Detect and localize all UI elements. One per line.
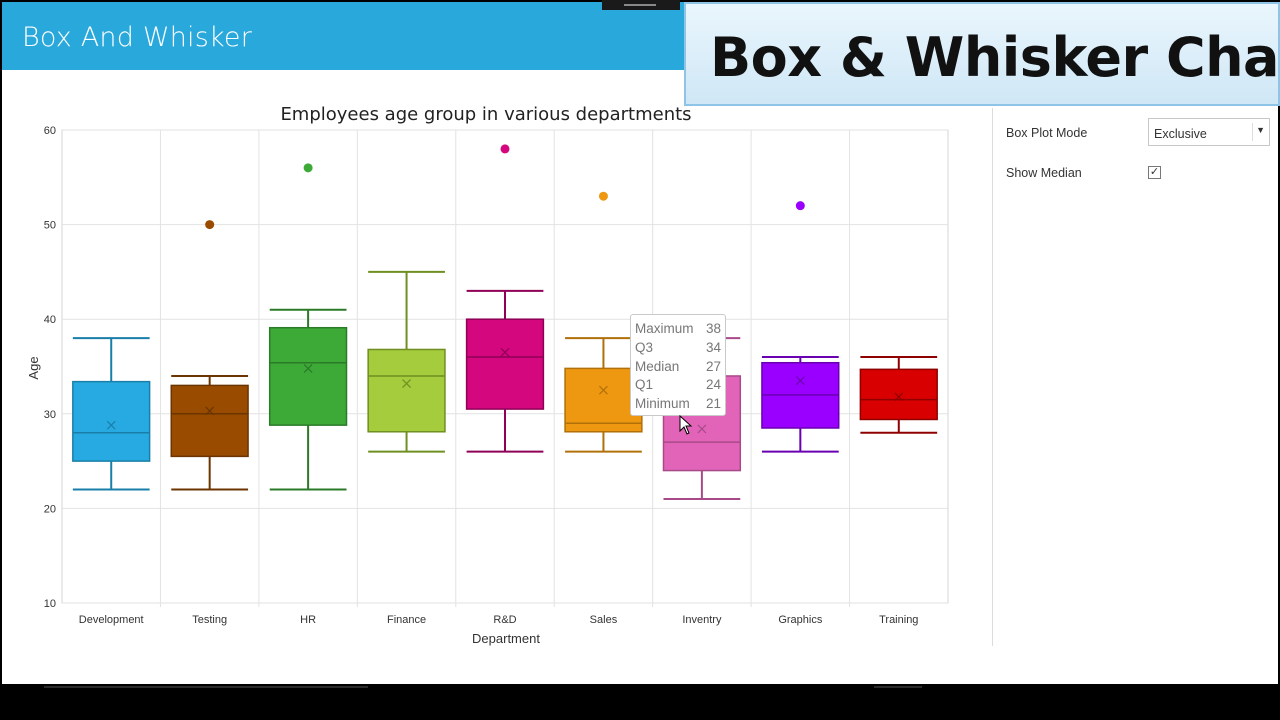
show-median-checkbox[interactable]: ✓ bbox=[1148, 166, 1161, 179]
mean-marker bbox=[697, 424, 707, 434]
outlier-point bbox=[303, 163, 313, 173]
x-tick-label: Graphics bbox=[778, 614, 823, 626]
chart-grid bbox=[61, 129, 949, 607]
y-tick-label: 10 bbox=[44, 598, 56, 610]
iqr-box bbox=[465, 318, 545, 410]
box-series-graphics bbox=[761, 201, 840, 453]
tooltip-value: 34 bbox=[705, 339, 721, 355]
iqr-box bbox=[859, 368, 938, 421]
tooltip-label: Minimum bbox=[635, 396, 690, 412]
box-plot-mode-value: Exclusive bbox=[1154, 127, 1207, 141]
y-tick-label: 40 bbox=[44, 314, 56, 326]
window-handle bbox=[602, 0, 680, 10]
tooltip-value: 38 bbox=[705, 321, 721, 336]
iqr-box bbox=[367, 348, 446, 433]
x-tick-label: Testing bbox=[192, 614, 227, 626]
tooltip-row: Minimum 21 bbox=[635, 396, 721, 411]
chevron-down-icon: ▼ bbox=[1256, 125, 1265, 135]
tooltip-label: Q1 bbox=[635, 377, 654, 393]
mean-marker bbox=[599, 385, 608, 395]
tooltip-row: Q3 34 bbox=[635, 340, 721, 355]
iqr-box bbox=[564, 367, 643, 433]
box-series-development bbox=[72, 337, 151, 491]
box-series-finance bbox=[367, 270, 446, 453]
tooltip-label: Maximum bbox=[635, 321, 694, 336]
chart-title: Employees age group in various departmen… bbox=[280, 104, 691, 125]
box-series-rd bbox=[465, 144, 545, 453]
mean-marker bbox=[402, 379, 411, 388]
x-axis-ticks: Development Testing HR Finance R&D Sales Inven… bbox=[79, 614, 919, 626]
outlier-point bbox=[500, 144, 510, 154]
show-median-label: Show Median bbox=[1006, 166, 1082, 180]
dropdown-separator bbox=[1252, 123, 1253, 141]
mean-marker bbox=[303, 363, 313, 373]
tooltip-row: Median 27 bbox=[635, 359, 721, 374]
box-series-testing bbox=[170, 220, 249, 491]
x-tick-label: Training bbox=[879, 614, 918, 626]
taskbar-edge bbox=[44, 686, 368, 688]
mean-marker bbox=[894, 392, 904, 402]
video-title-text: Box & Whisker Chart bbox=[710, 26, 1280, 89]
y-tick-label: 20 bbox=[44, 503, 56, 515]
iqr-box bbox=[72, 380, 151, 462]
data-tooltip: Maximum 38 Q3 34 Median 27 Q1 24 Minimum 21 bbox=[630, 314, 726, 416]
tooltip-row: Maximum 38 bbox=[635, 321, 721, 336]
box-series-sales bbox=[564, 191, 643, 453]
y-tick-label: 30 bbox=[44, 409, 56, 421]
taskbar bbox=[0, 686, 1280, 720]
panel-divider bbox=[992, 108, 993, 646]
tooltip-label: Median bbox=[635, 358, 680, 374]
chart-boxes bbox=[72, 144, 938, 500]
outlier-point bbox=[598, 191, 608, 201]
iqr-box bbox=[268, 326, 348, 426]
box-plot-mode-dropdown[interactable]: Exclusive ▼ bbox=[1148, 118, 1270, 146]
box-whisker-chart: Employees age group in various departmen… bbox=[26, 104, 949, 646]
x-tick-label: Finance bbox=[387, 614, 426, 626]
outlier-point bbox=[795, 201, 805, 211]
outlier-point bbox=[205, 220, 215, 230]
x-tick-label: HR bbox=[300, 614, 316, 626]
box-series-training bbox=[859, 356, 938, 434]
y-tick-label: 60 bbox=[44, 125, 56, 137]
y-axis-ticks: 10 20 30 40 50 60 bbox=[44, 125, 56, 610]
video-title-banner: Box & Whisker Chart bbox=[684, 2, 1280, 106]
mean-marker bbox=[500, 347, 510, 357]
x-tick-label: Development bbox=[79, 614, 144, 626]
x-axis-label: Department bbox=[472, 631, 540, 646]
taskbar-edge bbox=[874, 686, 922, 688]
tooltip-label: Q3 bbox=[635, 339, 654, 355]
y-tick-label: 50 bbox=[44, 220, 56, 232]
tooltip-value: 24 bbox=[705, 377, 721, 393]
x-tick-label: Sales bbox=[590, 614, 618, 626]
mean-marker bbox=[106, 420, 116, 430]
box-plot-mode-label: Box Plot Mode bbox=[1006, 126, 1088, 140]
box-series-hr bbox=[268, 163, 348, 491]
y-axis-label: Age bbox=[26, 356, 41, 379]
iqr-box bbox=[170, 384, 249, 458]
mean-marker bbox=[795, 376, 805, 386]
tooltip-value: 27 bbox=[705, 358, 721, 374]
x-tick-label: R&D bbox=[493, 614, 516, 626]
tooltip-value: 21 bbox=[705, 396, 721, 412]
app-title: Box And Whisker bbox=[22, 22, 252, 53]
mean-marker bbox=[205, 406, 215, 416]
x-tick-label: Inventry bbox=[682, 614, 722, 626]
mouse-cursor-icon bbox=[679, 415, 693, 435]
tooltip-row: Q1 24 bbox=[635, 377, 721, 392]
